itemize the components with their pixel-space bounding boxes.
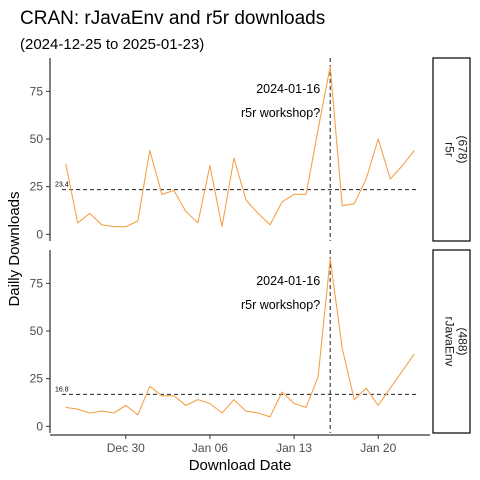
y-tick-label: 0 bbox=[36, 227, 43, 241]
annotation-date: 2024-01-16 bbox=[256, 274, 320, 288]
y-tick-label: 50 bbox=[30, 324, 44, 338]
annotation-date: 2024-01-16 bbox=[256, 82, 320, 96]
mean-label: 16.8 bbox=[55, 386, 69, 393]
facet-panels: 0 25 50 75 23.4 2024-01-16 r5r workshop? r5r (67… bbox=[30, 57, 471, 434]
facet-strip-count: (678) bbox=[456, 135, 470, 163]
chart-subtitle: (2024-12-25 to 2025-01-23) bbox=[20, 36, 204, 53]
panel-r5r: 0 25 50 75 23.4 2024-01-16 r5r workshop? r5r (67… bbox=[30, 57, 471, 242]
y-tick-label: 50 bbox=[30, 132, 44, 146]
series-line bbox=[65, 258, 415, 418]
x-tick-label: Dec 30 bbox=[107, 441, 145, 455]
facet-strip-count: (488) bbox=[456, 327, 470, 355]
y-axis-title: Dailly Downloads bbox=[6, 191, 23, 306]
facet-strip-label: r5r bbox=[443, 142, 457, 157]
annotation-label: r5r workshop? bbox=[241, 298, 320, 312]
y-tick-label: 0 bbox=[36, 419, 43, 433]
y-tick-label: 75 bbox=[30, 276, 44, 290]
x-tick-label: Jan 20 bbox=[360, 441, 396, 455]
facet-strip bbox=[432, 249, 471, 434]
series-line bbox=[65, 66, 415, 228]
annotation-label: r5r workshop? bbox=[241, 106, 320, 120]
x-tick-label: Jan 13 bbox=[276, 441, 312, 455]
y-tick-label: 75 bbox=[30, 84, 44, 98]
x-axis: Dec 30 Jan 06 Jan 13 Jan 20 bbox=[50, 434, 430, 455]
chart-title: CRAN: rJavaEnv and r5r downloads bbox=[20, 8, 325, 29]
panel-rJavaEnv: 0 25 50 75 16.8 2024-01-16 r5r workshop? rJavaE… bbox=[30, 249, 471, 434]
x-axis-title: Download Date bbox=[189, 457, 292, 474]
facet-strip-label: rJavaEnv bbox=[443, 316, 457, 366]
y-tick-label: 25 bbox=[30, 372, 44, 386]
mean-label: 23.4 bbox=[55, 182, 69, 189]
x-tick-label: Jan 06 bbox=[192, 441, 228, 455]
facet-strip bbox=[432, 57, 471, 242]
y-tick-label: 25 bbox=[30, 180, 44, 194]
